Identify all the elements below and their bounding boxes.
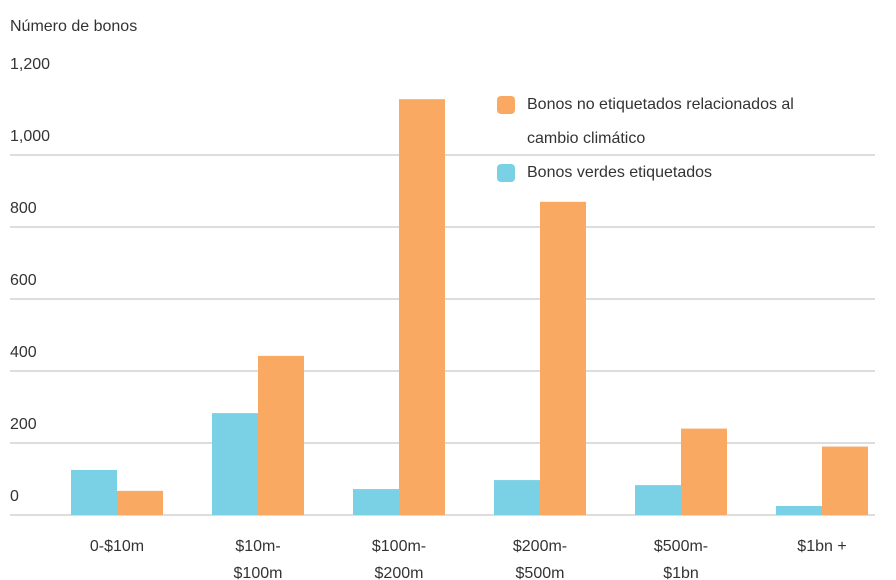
y-tick-label: 1,000 (10, 128, 50, 145)
legend-item: Bonos no etiquetados relacionados al cam… (497, 88, 837, 156)
bar (399, 99, 445, 515)
x-tick-label: $10m- (235, 538, 280, 555)
legend-swatch (497, 164, 515, 182)
bar (353, 489, 399, 515)
bar (776, 506, 822, 515)
y-tick-label: 800 (10, 200, 37, 217)
bar (635, 485, 681, 515)
y-tick-label: 1,200 (10, 56, 50, 73)
bar (822, 446, 868, 515)
bar (71, 470, 117, 515)
bar (117, 490, 163, 515)
x-tick-label: $1bn (663, 565, 699, 580)
x-tick-label: $200m (375, 565, 424, 580)
legend: Bonos no etiquetados relacionados al cam… (497, 88, 837, 190)
x-tick-label: $1bn + (797, 538, 846, 555)
legend-label: Bonos verdes etiquetados (527, 164, 713, 181)
axis-title: Número de bonos (10, 18, 137, 35)
x-tick-label: $100m- (372, 538, 426, 555)
bar (212, 413, 258, 515)
x-tick-label: $200m- (513, 538, 567, 555)
x-tick-label: $500m (516, 565, 565, 580)
x-tick-label: $500m- (654, 538, 708, 555)
y-tick-label: 600 (10, 272, 37, 289)
bar (258, 355, 304, 515)
legend-label: Bonos no etiquetados relacionados al cam… (527, 96, 794, 147)
legend-item: Bonos verdes etiquetados (497, 156, 837, 190)
bar (681, 428, 727, 515)
y-tick-label: 200 (10, 416, 37, 433)
bar (540, 201, 586, 516)
legend-swatch (497, 96, 515, 114)
y-tick-label: 400 (10, 344, 37, 361)
x-tick-label: $100m (234, 565, 283, 580)
bar (494, 480, 540, 515)
y-tick-label: 0 (10, 488, 19, 505)
x-tick-label: 0-$10m (90, 538, 144, 555)
